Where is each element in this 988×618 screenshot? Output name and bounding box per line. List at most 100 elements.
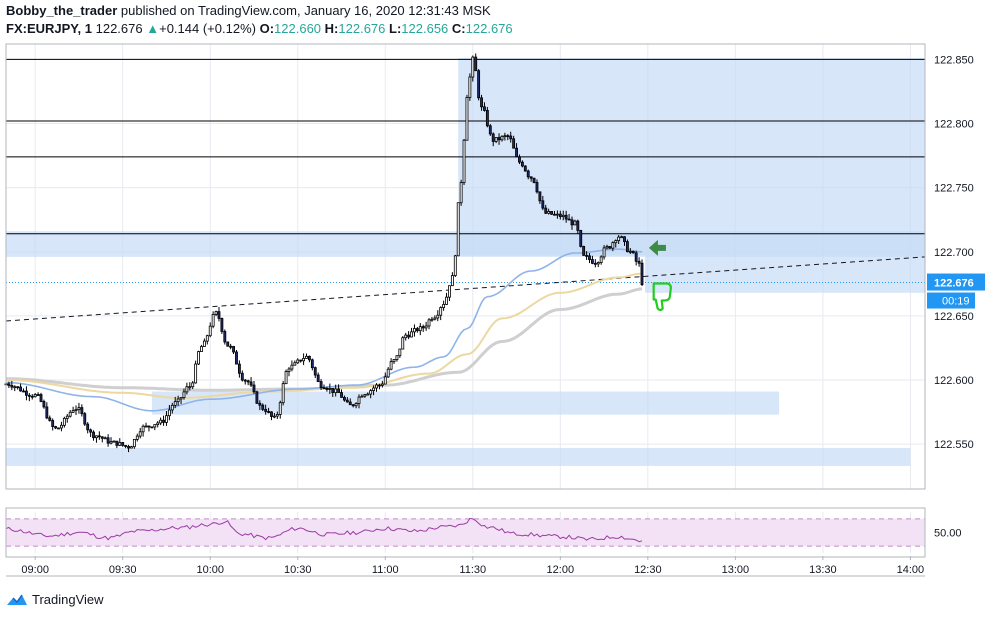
candle-body — [515, 147, 518, 158]
candle-body — [436, 314, 440, 319]
candle-body — [45, 406, 49, 419]
candle-body — [179, 397, 183, 400]
candle-body — [518, 156, 521, 163]
symbol-label: FX:EURJPY, 1 — [6, 21, 92, 36]
candle-body — [593, 262, 597, 265]
candle-body — [22, 390, 25, 393]
author-name[interactable]: Bobby_the_trader — [6, 3, 118, 18]
candle-body — [398, 348, 402, 357]
candle-body — [205, 335, 209, 342]
time-tick-label: 12:00 — [547, 564, 575, 576]
candle-body — [92, 431, 95, 439]
candle-body — [450, 275, 454, 287]
candle-body — [424, 325, 428, 329]
candle-body — [167, 409, 171, 417]
candle-body — [202, 340, 206, 347]
candle-body — [448, 285, 451, 298]
candle-body — [182, 391, 186, 399]
candle-body — [564, 214, 568, 220]
candle-body — [302, 357, 306, 362]
candle-body — [614, 240, 618, 244]
candle-body — [576, 220, 580, 231]
candle-body — [156, 422, 160, 426]
candle-body — [208, 325, 212, 337]
candle-body — [10, 385, 14, 388]
candle-body — [494, 137, 498, 142]
candle-body — [596, 262, 600, 265]
time-tick-label: 13:30 — [809, 564, 837, 576]
candle-body — [27, 394, 31, 397]
candle-body — [331, 388, 335, 394]
candle-body — [608, 246, 612, 249]
candle-body — [36, 394, 40, 396]
candle-body — [13, 386, 17, 389]
candle-body — [235, 351, 238, 365]
candle-body — [567, 218, 571, 221]
candles — [4, 53, 644, 453]
candle-body — [337, 388, 341, 393]
candle-body — [401, 337, 405, 350]
candle-body — [547, 211, 551, 214]
ohlc-legend: FX:EURJPY, 1 122.676 ▲+0.144 (+0.12%) O:… — [6, 21, 513, 36]
price-axis[interactable]: 122.550 122.600 122.650 122.700 122.750 122.8… — [927, 54, 985, 540]
candle-body — [471, 56, 475, 78]
candle-body — [86, 423, 90, 431]
candle-body — [103, 437, 107, 440]
time-axis[interactable]: 09:00 09:30 10:00 10:30 11:00 11:30 12:00 12:30… — [21, 556, 924, 576]
candle-body — [153, 424, 157, 428]
time-tick-label: 13:00 — [722, 564, 750, 576]
candle-body — [480, 97, 483, 108]
candle-body — [535, 182, 539, 193]
candle-body — [602, 247, 606, 258]
candle-body — [488, 125, 492, 135]
candle-body — [442, 303, 446, 308]
time-tick-label: 09:30 — [109, 564, 137, 576]
candle-body — [296, 359, 300, 364]
candle-body — [258, 402, 262, 406]
price-tick-label: 122.700 — [934, 247, 974, 259]
candle-body — [39, 394, 43, 402]
candle-body — [95, 435, 98, 439]
publish-header: Bobby_the_trader published on TradingVie… — [6, 3, 491, 18]
rsi-pane — [5, 517, 925, 547]
candle-body — [363, 394, 367, 397]
candle-body — [503, 135, 507, 138]
candle-body — [127, 445, 130, 449]
tradingview-brand[interactable]: TradingView — [6, 592, 104, 607]
candle-body — [453, 255, 457, 276]
price-tick-label: 122.600 — [934, 375, 974, 387]
candle-body — [109, 441, 113, 444]
countdown-badge — [927, 292, 975, 309]
candle-body — [68, 411, 72, 417]
candle-body — [421, 326, 425, 329]
last-price-badge — [927, 273, 985, 291]
time-tick-label: 09:00 — [21, 564, 49, 576]
candle-body — [267, 411, 270, 413]
candle-body — [506, 135, 510, 138]
open-value: 122.660 — [274, 21, 322, 36]
candle-body — [246, 380, 250, 383]
ema-grey-line — [6, 287, 643, 392]
candle-body — [16, 386, 20, 389]
candle-body — [220, 318, 224, 332]
annotations — [648, 239, 672, 312]
candle-body — [249, 381, 253, 386]
candle-body — [176, 398, 180, 403]
rsi-pane-border — [5, 507, 926, 558]
high-value: 122.676 — [338, 21, 386, 36]
candle-body — [173, 401, 177, 406]
thumbs-down-icon — [652, 282, 672, 312]
candle-body — [445, 296, 448, 305]
candle-body — [640, 262, 644, 285]
candle-body — [287, 368, 291, 372]
candle-body — [97, 435, 101, 438]
time-tick-label: 11:30 — [459, 564, 486, 576]
candle-body — [74, 408, 78, 411]
candle-body — [115, 440, 119, 446]
low-label: L: — [389, 21, 402, 36]
candle-body — [112, 440, 116, 443]
candle-body — [523, 165, 527, 172]
candle-body — [611, 242, 615, 249]
zone-rect — [6, 447, 911, 466]
